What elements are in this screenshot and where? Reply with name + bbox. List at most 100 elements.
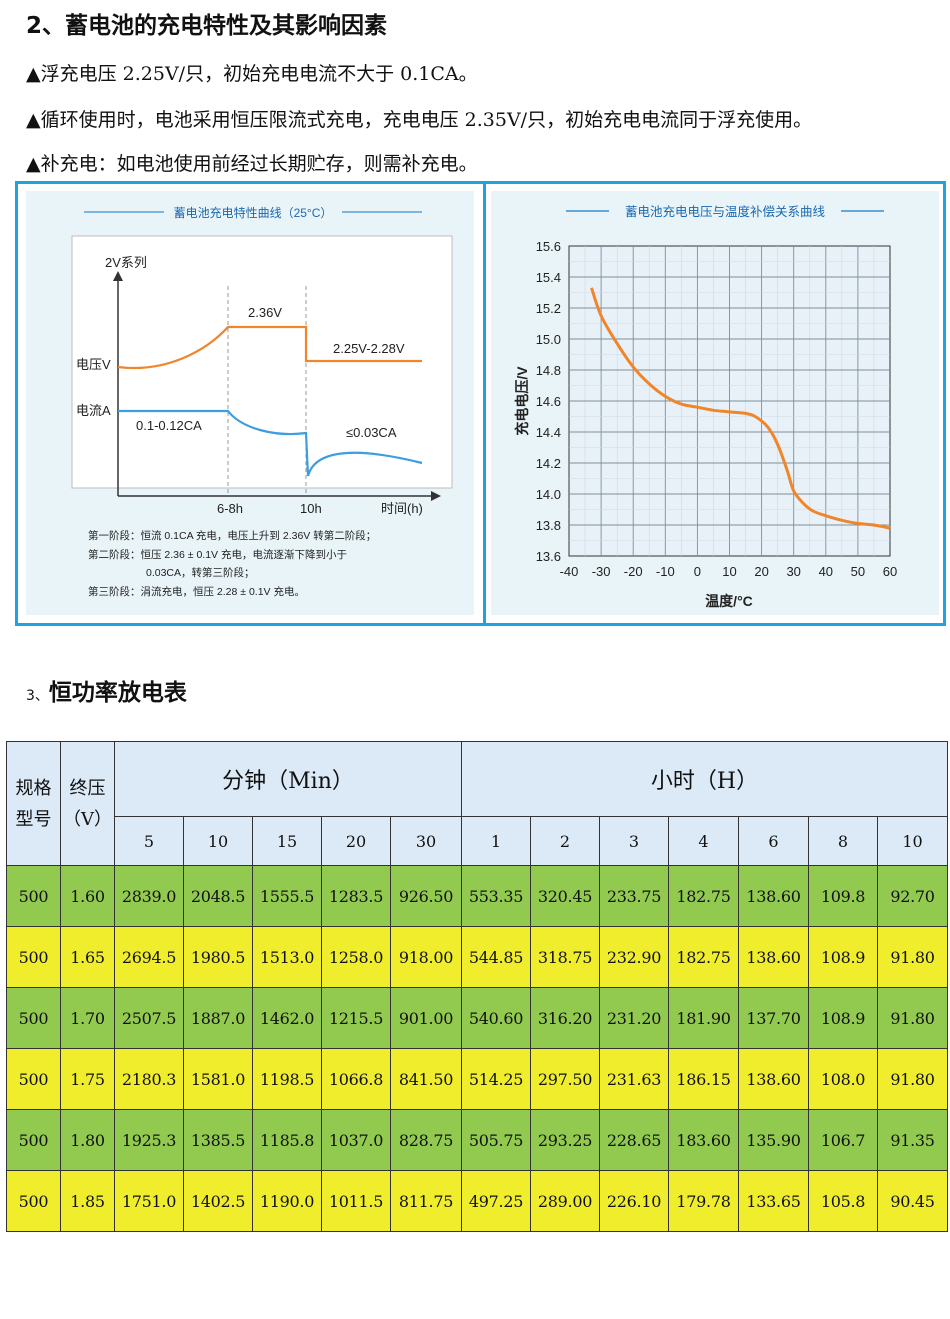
- table-cell: 500: [6, 1170, 61, 1232]
- table-cell: 108.9: [808, 987, 878, 1049]
- table-cell: 2180.3: [114, 1048, 184, 1110]
- table-cell: 1925.3: [114, 1109, 184, 1171]
- table-cell: 553.35: [461, 865, 531, 927]
- table-cell: 1.80: [60, 1109, 115, 1171]
- table-cell: 231.20: [599, 987, 669, 1049]
- voltage-axis-label: 电压V: [76, 357, 111, 372]
- x-tick-label: -10: [656, 564, 675, 579]
- table-cell: 811.75: [390, 1170, 462, 1232]
- subheader-cell: 8: [808, 816, 878, 866]
- subheader-cell: 15: [252, 816, 322, 866]
- table-cell: 2048.5: [183, 865, 253, 927]
- table-cell: 500: [6, 987, 61, 1049]
- subheader-cell: 10: [183, 816, 253, 866]
- table-cell: 106.7: [808, 1109, 878, 1171]
- section-3-prefix: 3、: [26, 688, 49, 704]
- table-cell: 137.70: [738, 987, 809, 1049]
- temp-ylabel: 充电电压/V: [514, 366, 530, 436]
- table-row: 500 1.60 2839.0 2048.5 1555.5 1283.5 926.50 553…: [6, 865, 949, 927]
- time-6-8h-label: 6-8h: [217, 501, 243, 516]
- subheader-cell: 30: [390, 816, 462, 866]
- voltage-high-label: 2.36V: [248, 305, 282, 320]
- header-spec: 规格 型号: [6, 741, 61, 866]
- table-cell: 316.20: [530, 987, 600, 1049]
- current-curve: [118, 409, 423, 477]
- table-cell: 228.65: [599, 1109, 669, 1171]
- table-cell: 2694.5: [114, 926, 184, 988]
- y-tick-label: 13.6: [536, 549, 561, 564]
- voltage-float-label: 2.25V-2.28V: [333, 341, 405, 356]
- table-cell: 1462.0: [252, 987, 322, 1049]
- table-cell: 1385.5: [183, 1109, 253, 1171]
- x-tick-label: -30: [592, 564, 611, 579]
- table-cell: 497.25: [461, 1170, 531, 1232]
- table-cell: 1190.0: [252, 1170, 322, 1232]
- header-spec-text: 规格 型号: [15, 777, 52, 830]
- table-cell: 133.65: [738, 1170, 809, 1232]
- table-cell: 505.75: [461, 1109, 531, 1171]
- table-cell: 91.35: [876, 1109, 949, 1171]
- x-tick-label: 10: [722, 564, 736, 579]
- table-cell: 181.90: [668, 987, 739, 1049]
- y-tick-label: 13.8: [536, 518, 561, 533]
- table-cell: 2507.5: [114, 987, 184, 1049]
- time-10h-label: 10h: [300, 501, 322, 516]
- charging-chart-title: 蓄电池充电特性曲线（25°C）: [174, 205, 333, 220]
- header-hours: 小时（H）: [460, 741, 949, 817]
- header-end-voltage-text: 终压 （V）: [63, 777, 112, 830]
- table-cell: 233.75: [599, 865, 669, 927]
- subheader-cell: 3: [599, 816, 669, 866]
- x-tick-label: -40: [560, 564, 579, 579]
- section-2-title: 2、蓄电池的充电特性及其影响因素: [26, 13, 388, 39]
- table-cell: 1.65: [60, 926, 115, 988]
- table-cell: 500: [6, 926, 61, 988]
- table-cell: 918.00: [390, 926, 462, 988]
- subheader-cell: 6: [738, 816, 809, 866]
- table-cell: 138.60: [738, 865, 809, 927]
- y-tick-label: 14.4: [536, 425, 561, 440]
- table-cell: 1037.0: [321, 1109, 391, 1171]
- table-row: 500 1.65 2694.5 1980.5 1513.0 1258.0 918.00 544…: [6, 926, 949, 988]
- temperature-compensation-chart: 蓄电池充电电压与温度补偿关系曲线 15.6 15.4 15.2 15.0 14.8 14.…: [514, 204, 897, 609]
- charging-characteristic-chart: 蓄电池充电特性曲线（25°C） 2V系列 电压V 电流A 2.36V 2.25V…: [71, 205, 453, 598]
- y-tick-label: 15.0: [536, 332, 561, 347]
- table-cell: 1402.5: [183, 1170, 253, 1232]
- table-cell: 182.75: [668, 865, 739, 927]
- subheader-cell: 20: [321, 816, 391, 866]
- table-cell: 293.25: [530, 1109, 600, 1171]
- table-cell: 179.78: [668, 1170, 739, 1232]
- table-cell: 109.8: [808, 865, 878, 927]
- table-cell: 186.15: [668, 1048, 739, 1110]
- x-tick-label: -20: [624, 564, 643, 579]
- subheader-cell: 2: [530, 816, 600, 866]
- table-cell: 926.50: [390, 865, 462, 927]
- table-cell: 318.75: [530, 926, 600, 988]
- section-3-title: 3、恒功率放电表: [26, 673, 187, 707]
- bullet-supplementary-charge: ▲补充电：如电池使用前经过长期贮存，则需补充电。: [26, 153, 478, 175]
- table-cell: 1215.5: [321, 987, 391, 1049]
- constant-power-discharge-table: 规格 型号 终压 （V） 分钟（Min） 小时（H） 5 10 15 20 30 1 2 3 4…: [6, 741, 949, 1232]
- table-cell: 182.75: [668, 926, 739, 988]
- table-cell: 500: [6, 1109, 61, 1171]
- y-tick-label: 15.2: [536, 301, 561, 316]
- table-cell: 1513.0: [252, 926, 322, 988]
- charging-characteristic-panel: 蓄电池充电特性曲线（25°C） 2V系列 电压V 电流A 2.36V 2.25V…: [26, 191, 474, 615]
- y-tick-label: 14.0: [536, 487, 561, 502]
- table-cell: 828.75: [390, 1109, 462, 1171]
- table-cell: 91.80: [876, 987, 949, 1049]
- y-tick-label: 15.4: [536, 270, 561, 285]
- table-cell: 91.80: [876, 1048, 949, 1110]
- table-cell: 500: [6, 865, 61, 927]
- table-cell: 1555.5: [252, 865, 322, 927]
- table-cell: 2839.0: [114, 865, 184, 927]
- table-cell: 1.70: [60, 987, 115, 1049]
- table-cell: 1751.0: [114, 1170, 184, 1232]
- y-tick-label: 15.6: [536, 239, 561, 254]
- table-cell: 232.90: [599, 926, 669, 988]
- temp-xlabel: 温度/°C: [705, 593, 753, 609]
- subheader-cell: 4: [668, 816, 739, 866]
- subheader-cell: 1: [461, 816, 531, 866]
- stage-note-3: 0.03CA，转第三阶段；: [146, 566, 255, 579]
- bullet-float-charge: ▲浮充电压 2.25V/只，初始充电电流不大于 0.1CA。: [26, 63, 478, 85]
- stage-note-4: 第三阶段：涓流充电，恒压 2.28 ± 0.1V 充电。: [88, 585, 305, 598]
